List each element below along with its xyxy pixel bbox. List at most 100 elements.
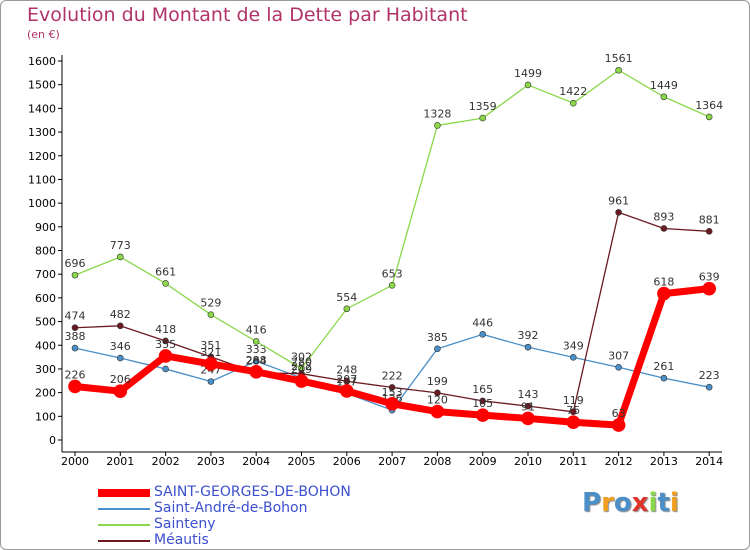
data-label: 302 [291,350,312,363]
data-point [207,311,215,318]
data-label: 474 [65,310,86,323]
data-point [524,81,532,89]
data-point [162,280,169,287]
data-label: 961 [608,194,629,207]
data-label: 75 [566,404,580,417]
legend-item-saint-andre: Saint-André-de-Bohon [98,500,418,516]
legend-swatch [98,489,150,497]
data-point [204,357,218,371]
data-point [249,364,264,379]
x-tick-label: 2009 [469,455,497,468]
data-label: 653 [382,267,403,280]
data-label: 165 [472,383,493,396]
legend-item-sainteny: Sainteny [98,516,418,532]
data-label: 696 [65,257,86,270]
data-point [162,337,169,345]
x-tick-label: 2008 [423,455,451,468]
legend-swatch [98,508,150,510]
data-label: 1499 [514,67,542,80]
data-point [611,418,626,432]
legend-swatch [98,524,150,526]
data-point [657,286,671,301]
data-point [385,396,399,411]
data-label: 321 [200,346,221,359]
data-label: 773 [110,239,131,252]
data-label: 529 [200,297,221,310]
proxiti-logo: Proxiti [582,488,679,518]
data-label: 446 [472,316,493,329]
y-tick-label: 700 [35,268,56,281]
x-tick-label: 2014 [695,455,723,468]
x-tick-label: 2003 [197,455,225,468]
logo-letter: i [669,488,679,518]
data-point [569,99,577,107]
data-label: 333 [246,343,267,356]
x-tick-label: 2002 [152,455,180,468]
data-label: 223 [699,369,720,382]
x-tick-label: 2013 [650,455,678,468]
data-point [434,389,441,397]
chart-title: Evolution du Montant de la Dette par Hab… [27,4,468,26]
unit-label: (en €) [27,28,60,41]
y-tick-label: 1600 [28,55,56,68]
y-tick-label: 1500 [28,79,56,92]
logo-letter: i [648,488,658,518]
y-tick-label: 1200 [28,150,56,163]
data-label: 261 [653,360,674,373]
x-tick-label: 2011 [559,455,587,468]
data-label: 388 [65,330,86,343]
data-label: 1561 [605,52,633,65]
data-point [569,354,577,361]
data-label: 355 [155,338,176,351]
data-point [479,114,487,122]
data-point [71,271,79,279]
data-point [343,305,351,313]
data-label: 119 [563,394,584,407]
data-label: 554 [336,291,357,304]
data-point [434,122,441,129]
data-point [569,408,577,416]
data-point [339,384,354,398]
data-label: 392 [518,329,539,342]
data-label: 307 [608,349,629,362]
data-point [252,357,260,365]
data-label: 207 [336,373,357,386]
logo-letter: r [601,488,614,518]
y-tick-label: 1100 [28,173,56,186]
data-label: 346 [110,340,131,353]
data-point [705,383,713,391]
data-label: 120 [427,394,448,407]
y-tick-label: 1400 [28,102,56,115]
data-label: 105 [472,397,493,410]
data-label: 280 [291,356,312,369]
data-label: 418 [155,323,176,336]
data-point [252,338,260,345]
data-point [566,415,581,430]
data-label: 1449 [650,79,678,92]
data-point [660,374,668,382]
data-point [660,93,668,101]
data-label: 416 [246,323,267,336]
data-point [479,397,487,405]
legend-label: Méautis [154,532,209,548]
y-tick-label: 0 [49,434,56,447]
data-point [475,408,490,422]
data-label: 661 [155,265,176,278]
data-point [158,349,173,363]
data-label: 143 [518,388,539,401]
data-point [524,343,532,351]
y-tick-label: 600 [35,292,56,305]
data-label: 1328 [423,107,451,120]
data-label: 349 [563,339,584,352]
y-tick-label: 100 [35,410,56,423]
data-point [430,404,445,419]
data-label: 1359 [469,100,497,113]
x-tick-label: 2006 [333,455,361,468]
data-label: 91 [521,400,535,413]
data-point [162,365,169,373]
data-label: 1364 [695,99,723,112]
data-label: 881 [699,213,720,226]
legend-swatch [98,540,150,542]
logo-letter: x [631,488,649,518]
